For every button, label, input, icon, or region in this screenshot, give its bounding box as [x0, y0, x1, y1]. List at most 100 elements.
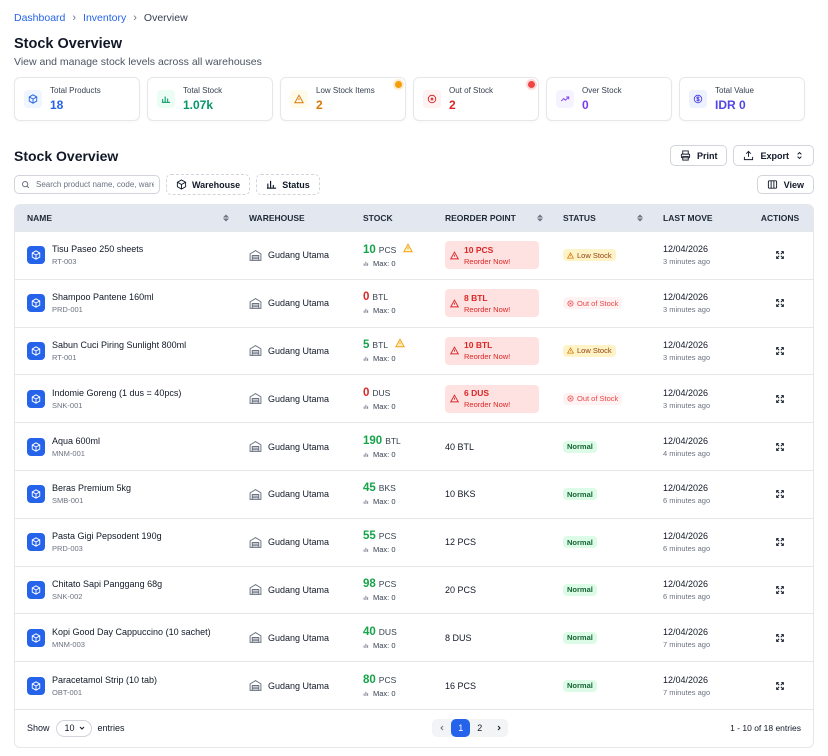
product-code: RT-001	[52, 352, 77, 362]
table-row[interactable]: Beras Premium 5kg SMB-001 Gudang Utama 4…	[15, 469, 813, 518]
stock-quantity: 10	[363, 243, 376, 256]
status-badge: Out of Stock	[563, 392, 623, 405]
expand-icon	[776, 681, 784, 690]
expand-button[interactable]	[772, 486, 788, 502]
view-button[interactable]: View	[756, 175, 814, 194]
table-row[interactable]: Shampoo Pantene 160ml PRD-001 Gudang Uta…	[15, 278, 813, 327]
column-reorder-point[interactable]: REORDER POINT	[433, 213, 551, 223]
table-row[interactable]: Chitato Sapi Panggang 68g SNK-002 Gudang…	[15, 565, 813, 614]
expand-button[interactable]	[772, 295, 788, 311]
bar-chart-icon	[363, 500, 369, 505]
product-name[interactable]: Sabun Cuci Piring Sunlight 800ml	[52, 339, 187, 350]
warehouse-name: Gudang Utama	[268, 537, 330, 548]
warehouse-name: Gudang Utama	[268, 441, 330, 452]
status-badge: Normal	[563, 488, 597, 501]
column-status[interactable]: STATUS	[551, 213, 651, 223]
print-button[interactable]: Print	[669, 145, 728, 166]
product-name[interactable]: Pasta Gigi Pepsodent 190g	[52, 531, 162, 542]
breadcrumb-dashboard[interactable]: Dashboard	[14, 12, 66, 24]
search-input[interactable]	[36, 180, 154, 189]
expand-button[interactable]	[772, 391, 788, 407]
last-move-ago: 4 minutes ago	[663, 448, 711, 458]
breadcrumb-inventory[interactable]: Inventory	[83, 12, 127, 24]
bar-chart-icon	[363, 643, 369, 648]
next-page-button[interactable]	[489, 719, 508, 737]
expand-button[interactable]	[772, 630, 788, 646]
stock-quantity: 40	[363, 625, 376, 638]
table-row[interactable]: Indomie Goreng (1 dus = 40pcs) SNK-001 G…	[15, 374, 813, 422]
page-subtitle: View and manage stock levels across all …	[14, 56, 262, 68]
product-name[interactable]: Beras Premium 5kg	[52, 483, 132, 494]
stat-value: 2	[449, 98, 456, 112]
column-last-move[interactable]: LAST MOVE	[663, 213, 713, 223]
last-move-date: 12/04/2026	[663, 674, 709, 685]
product-name[interactable]: Aqua 600ml	[52, 435, 101, 446]
status-badge: Normal	[563, 536, 597, 549]
table-row[interactable]: Tisu Paseo 250 sheets RT-003 Gudang Utam…	[15, 231, 813, 279]
last-move-date: 12/04/2026	[663, 292, 709, 303]
reorder-value: 40 BTL	[445, 441, 475, 452]
product-name[interactable]: Indomie Goreng (1 dus = 40pcs)	[52, 387, 182, 398]
expand-button[interactable]	[772, 534, 788, 550]
warehouse-icon	[249, 680, 262, 691]
last-move-ago: 6 minutes ago	[663, 544, 711, 554]
warehouse-icon	[249, 249, 262, 261]
stock-max: Max: 0	[373, 497, 396, 507]
trending-up-icon	[556, 90, 574, 108]
warehouse-filter[interactable]: Warehouse	[166, 174, 251, 195]
last-move-ago: 3 minutes ago	[663, 305, 711, 315]
reorder-value: 10 PCS	[464, 244, 494, 255]
warehouse-icon	[249, 584, 262, 596]
warning-icon	[395, 338, 405, 348]
page-1-button[interactable]: 1	[451, 719, 471, 738]
expand-button[interactable]	[772, 247, 788, 263]
last-move-ago: 6 minutes ago	[663, 496, 711, 506]
table-row[interactable]: Pasta Gigi Pepsodent 190g PRD-003 Gudang…	[15, 517, 813, 566]
warning-icon	[567, 347, 574, 354]
status-filter[interactable]: Status	[256, 174, 320, 195]
expand-icon	[776, 251, 784, 260]
reorder-alert: 8 BTL Reorder Now!	[445, 289, 539, 318]
export-button[interactable]: Export	[733, 145, 814, 166]
column-warehouse[interactable]: WAREHOUSE	[249, 213, 305, 223]
table-row[interactable]: Kopi Good Day Cappuccino (10 sachet) MNM…	[15, 613, 813, 661]
bar-chart-icon	[363, 691, 369, 696]
last-move-date: 12/04/2026	[663, 578, 709, 589]
product-code: SNK-001	[52, 400, 83, 410]
reorder-value: 12 PCS	[445, 537, 477, 548]
product-name[interactable]: Kopi Good Day Cappuccino (10 sachet)	[52, 626, 211, 637]
expand-icon	[776, 586, 784, 594]
section-header: Stock Overview Print Export	[14, 145, 814, 166]
status-badge: Normal	[563, 631, 597, 644]
expand-icon	[776, 299, 784, 308]
expand-button[interactable]	[772, 582, 788, 598]
product-cube-icon	[27, 294, 45, 313]
table-row[interactable]: Sabun Cuci Piring Sunlight 800ml RT-001 …	[15, 326, 813, 375]
sort-icon	[637, 214, 643, 222]
page-2-button[interactable]: 2	[477, 723, 483, 734]
warehouse-name: Gudang Utama	[268, 680, 330, 691]
sort-icon	[223, 214, 229, 222]
product-name[interactable]: Tisu Paseo 250 sheets	[52, 244, 144, 255]
x-circle-icon	[423, 90, 441, 108]
table-row[interactable]: Paracetamol Strip (10 tab) OBT-001 Gudan…	[15, 661, 813, 709]
alert-dot	[528, 81, 535, 88]
product-name[interactable]: Paracetamol Strip (10 tab)	[52, 674, 158, 685]
column-stock[interactable]: STOCK	[363, 213, 393, 223]
table-row[interactable]: Aqua 600ml MNM-001 Gudang Utama 190 BTL …	[15, 422, 813, 470]
expand-button[interactable]	[772, 343, 788, 359]
stat-value: 18	[50, 98, 64, 112]
search-box[interactable]	[14, 175, 160, 194]
page-size-select[interactable]: 10	[55, 719, 92, 737]
stock-unit: BKS	[378, 483, 396, 494]
bar-chart-icon	[363, 357, 369, 362]
prev-page-button[interactable]	[432, 719, 451, 737]
chevron-updown-icon	[797, 151, 802, 160]
product-name[interactable]: Chitato Sapi Panggang 68g	[52, 578, 163, 589]
expand-button[interactable]	[772, 678, 788, 694]
product-name[interactable]: Shampoo Pantene 160ml	[52, 292, 154, 303]
column-actions: ACTIONS	[760, 213, 800, 223]
stock-unit: BTL	[372, 340, 388, 351]
column-name[interactable]: NAME	[15, 213, 237, 223]
expand-button[interactable]	[772, 439, 788, 455]
